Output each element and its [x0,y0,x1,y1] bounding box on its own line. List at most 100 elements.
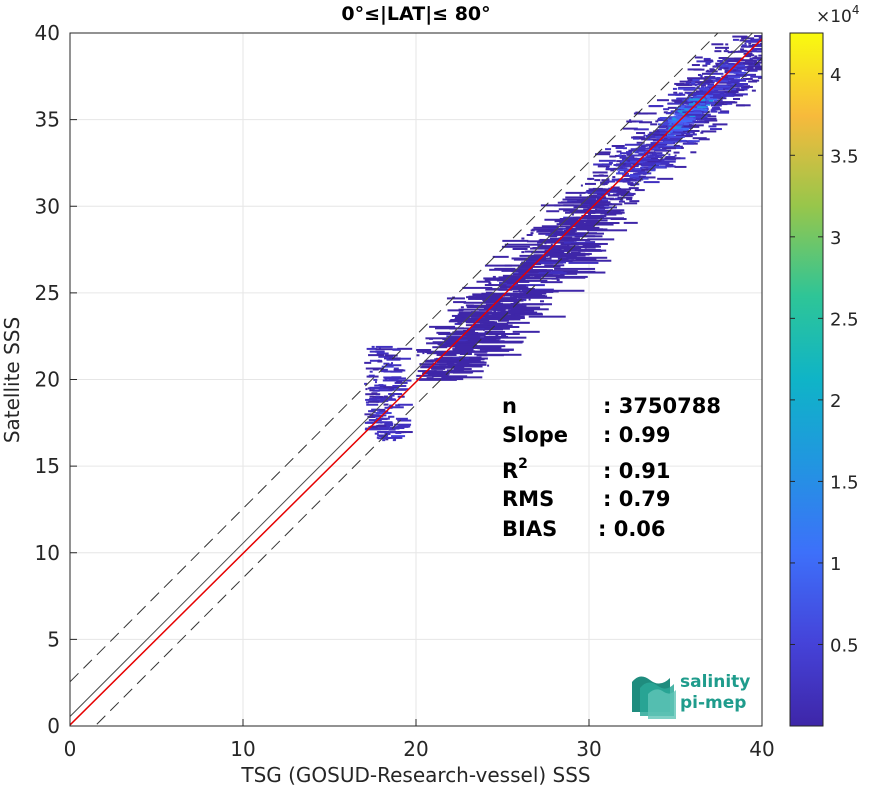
density-cell [574,205,588,208]
density-cell [369,370,373,373]
density-cell [547,289,585,292]
density-cell [368,410,376,413]
density-cell [456,360,461,363]
density-cell [484,335,509,338]
density-cell [686,92,691,95]
density-cell [452,345,475,348]
density-cell [696,95,709,98]
density-cell [575,226,600,229]
density-cell [681,113,688,116]
density-cell [521,237,525,240]
density-cell [479,323,507,326]
density-cell [378,346,381,349]
density-cell [565,249,607,252]
density-cell [373,378,378,381]
density-cell [384,432,391,435]
density-cell [434,358,458,361]
density-cell [565,211,571,214]
density-cell [424,360,434,363]
density-cell [389,394,395,397]
density-cell [727,59,735,62]
logo-line1: salinity [680,672,750,692]
density-cell [394,357,411,360]
density-cell [664,157,681,160]
density-cell [506,321,530,324]
density-cell [732,35,748,38]
density-cell [365,367,382,370]
density-cell [514,313,521,316]
density-cell [540,300,545,303]
density-cell [397,403,413,406]
density-cell [493,310,497,313]
density-cell [479,308,505,311]
density-cell [580,184,583,187]
density-cell [495,295,502,298]
density-cell [388,428,396,431]
density-cell [712,79,716,82]
density-cell [556,223,573,226]
density-cell [396,381,403,384]
density-cell [441,372,450,375]
density-cell [581,211,611,214]
density-cell [365,401,369,404]
density-cell [451,332,487,335]
density-cell [725,43,729,46]
density-cell [549,255,563,258]
density-cell [624,143,641,146]
density-cell [686,112,703,115]
density-cell [463,301,501,304]
density-cell [458,311,478,314]
density-cell [711,43,724,46]
density-cell [567,253,590,256]
density-cell [560,236,573,239]
density-cell [665,156,676,159]
density-cell [512,272,525,275]
density-cell [722,90,739,93]
density-cell [742,77,753,80]
density-cell [394,379,412,382]
density-cell [730,94,744,97]
density-cell [691,81,696,84]
density-cell [667,132,671,135]
density-cell [454,347,471,350]
density-cell [416,378,452,381]
y-axis-label: Satellite SSS [0,317,24,443]
density-cell [760,59,762,62]
density-cell [701,72,713,75]
density-cell [563,209,586,212]
density-cell [368,400,380,403]
density-cell [740,48,745,51]
density-cell [585,191,606,194]
density-cell [513,301,520,304]
density-cell [502,294,520,297]
density-cell [519,292,547,295]
density-cell [472,323,480,326]
density-cell [556,251,565,254]
density-cell [393,367,399,370]
density-cell [598,159,616,162]
density-cell [688,103,695,106]
density-cell [638,153,649,156]
density-cell [645,153,648,156]
density-cell [482,298,521,301]
density-cell [761,54,762,57]
density-cell [601,163,612,166]
x-tick-label: 30 [576,737,601,761]
density-cell [466,306,507,309]
density-cell [394,423,412,426]
density-cell [645,134,663,137]
density-cell [380,370,386,373]
density-cell [398,425,411,428]
density-cell [475,318,515,321]
density-cell [617,171,620,174]
density-cell [645,156,663,159]
density-cell [558,208,578,211]
density-cell [632,137,639,140]
density-cell [557,250,560,253]
density-cell [733,69,737,72]
density-cell [575,216,598,219]
density-cell [687,107,703,110]
y-tick-label: 10 [35,541,60,565]
density-cell [671,128,684,131]
density-cell [570,242,608,245]
